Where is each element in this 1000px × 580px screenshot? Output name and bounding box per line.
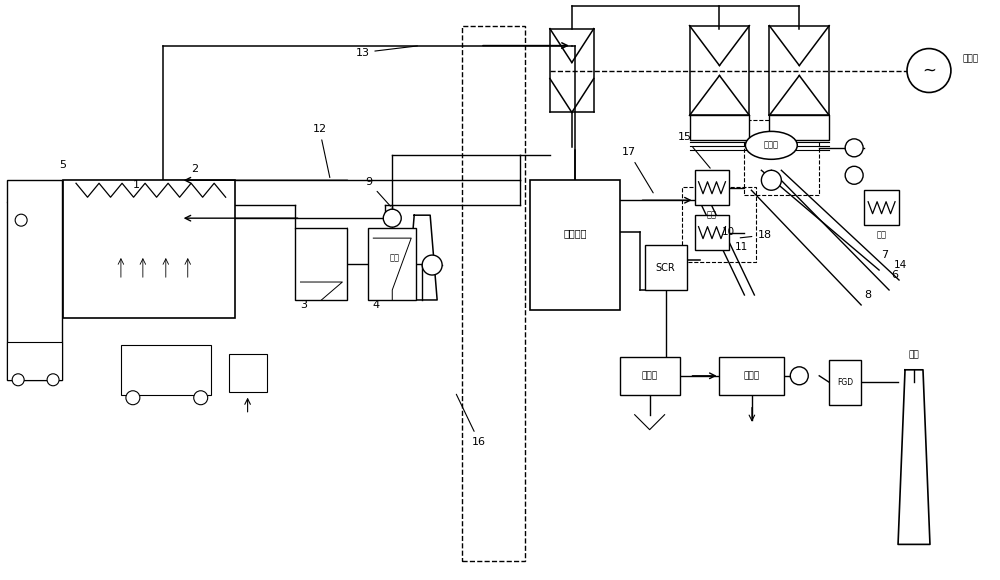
Bar [690,115,749,140]
Text: 7: 7 [881,250,888,260]
Text: 烟囱: 烟囱 [389,253,399,263]
Text: 除尘器: 除尘器 [744,371,760,380]
Text: 18: 18 [740,230,772,240]
Text: 3: 3 [300,300,307,310]
Text: 空预器: 空预器 [642,371,658,380]
Bar [769,115,829,140]
Bar [295,228,347,300]
Text: 高加: 高加 [707,211,717,220]
Circle shape [845,166,863,184]
Circle shape [47,374,59,386]
Text: 13: 13 [355,46,417,57]
Text: SCR: SCR [656,263,675,273]
Ellipse shape [745,132,797,160]
Circle shape [15,214,27,226]
Text: 6: 6 [891,270,898,280]
Text: FGD: FGD [837,378,853,387]
Bar [695,215,729,250]
Bar [829,360,861,405]
Text: 16: 16 [456,394,486,447]
Circle shape [383,209,401,227]
Text: 5: 5 [59,160,66,171]
Circle shape [422,255,442,275]
Bar [682,187,756,262]
Text: 11: 11 [734,242,748,252]
Circle shape [845,139,863,157]
Bar [121,345,211,395]
Text: 除氧器: 除氧器 [764,141,779,150]
Bar [63,180,235,318]
Bar [530,180,620,310]
Bar [744,121,819,195]
Bar [462,26,525,561]
Text: 9: 9 [365,177,390,206]
Bar [645,245,687,290]
Text: 8: 8 [864,290,871,300]
Text: 燃煤锅炉: 燃煤锅炉 [563,228,587,238]
Circle shape [907,49,951,92]
Circle shape [790,367,808,385]
Text: 烟囱: 烟囱 [909,350,919,360]
Text: 1: 1 [133,180,140,190]
Text: 15: 15 [678,132,710,168]
Circle shape [126,391,140,405]
Bar [7,342,62,380]
Bar [864,190,899,225]
Bar [7,180,62,380]
Bar [229,354,267,392]
Circle shape [194,391,208,405]
Text: ~: ~ [922,61,936,79]
Bar [719,357,784,395]
Bar [620,357,680,395]
Text: 2: 2 [191,164,198,174]
Circle shape [761,171,781,190]
Bar [695,171,729,205]
Text: 4: 4 [372,300,379,310]
Text: 17: 17 [622,147,653,193]
Bar [368,228,416,300]
Text: 10: 10 [721,227,735,237]
Circle shape [12,374,24,386]
Text: 发电机: 发电机 [963,54,979,63]
Text: 12: 12 [312,124,330,177]
Text: 低加: 低加 [877,231,887,240]
Text: 14: 14 [894,260,907,270]
